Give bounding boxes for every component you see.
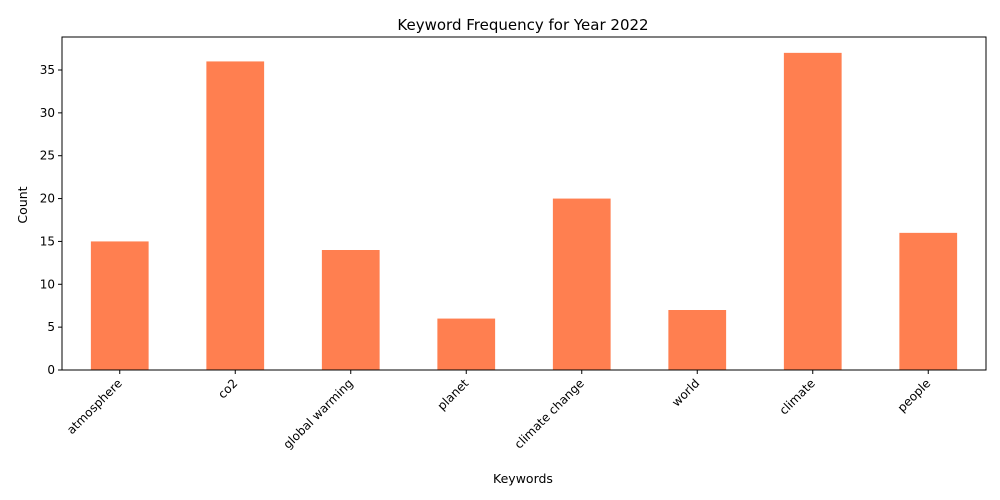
bar-people — [899, 232, 958, 370]
x-tick-label: planet — [435, 376, 472, 413]
x-tick-label: atmosphere — [64, 376, 125, 437]
y-axis-label: Count — [15, 186, 30, 223]
bar-planet — [437, 318, 496, 370]
chart-title: Keyword Frequency for Year 2022 — [397, 16, 648, 34]
y-tick-label: 30 — [40, 106, 55, 120]
y-tick-label: 0 — [47, 363, 55, 377]
x-tick-label: people — [895, 376, 934, 415]
y-axis: 0 5 10 15 20 25 30 35 — [40, 63, 62, 377]
bar-co2 — [206, 61, 265, 371]
x-axis-label: Keywords — [493, 471, 553, 486]
bar-world — [668, 310, 727, 370]
y-tick-label: 15 — [40, 234, 55, 248]
x-tick-label: world — [669, 376, 702, 409]
y-tick-label: 25 — [40, 149, 55, 163]
x-tick-label: climate — [777, 376, 818, 417]
bar-atmosphere — [90, 241, 149, 370]
x-tick-label: co2 — [215, 376, 240, 401]
y-tick-label: 5 — [47, 320, 55, 334]
y-tick-label: 10 — [40, 277, 55, 291]
x-axis: atmosphere co2 global warming planet climate… — [64, 370, 933, 452]
x-tick-label: global warming — [281, 376, 356, 451]
y-tick-label: 20 — [40, 192, 55, 206]
y-tick-label: 35 — [40, 63, 55, 77]
x-tick-label: climate change — [512, 376, 587, 451]
bar-global-warming — [321, 250, 380, 370]
bars-layer — [90, 52, 958, 371]
plot-area-frame — [61, 36, 987, 371]
bar-climate-change — [552, 198, 611, 370]
bar-climate — [783, 52, 842, 370]
